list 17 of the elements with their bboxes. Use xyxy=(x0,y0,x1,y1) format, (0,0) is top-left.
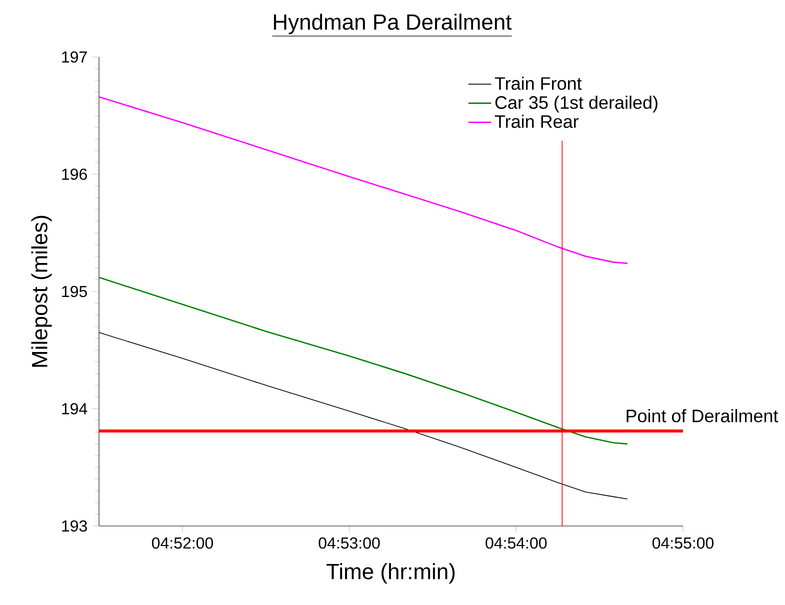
y-tick-label: 193 xyxy=(62,520,87,532)
y-axis-title: Milepost (miles) xyxy=(31,216,52,367)
ref-line-label: Point of Derailment xyxy=(626,409,778,422)
legend-label: Car 35 (1st derailed) xyxy=(495,96,658,112)
line-series xyxy=(98,276,628,445)
y-tick-label: 197 xyxy=(62,51,87,63)
x-tick-label: 04:53:00 xyxy=(318,537,380,549)
legend-label: Train Rear xyxy=(494,114,579,128)
y-tick-label: 194 xyxy=(62,403,88,414)
y-tick-label: 196 xyxy=(62,168,87,180)
x-axis-title: Time (hr:min) xyxy=(326,563,455,584)
x-tick-label: 04:55:00 xyxy=(652,537,714,549)
x-tick-label: 04:54:00 xyxy=(486,537,547,549)
x-tick-label: 04:52:00 xyxy=(152,537,214,549)
legend-label: Train Front xyxy=(494,76,582,90)
y-tick-label: 195 xyxy=(62,286,87,298)
chart-title: Hyndman Pa Derailment xyxy=(274,14,512,34)
